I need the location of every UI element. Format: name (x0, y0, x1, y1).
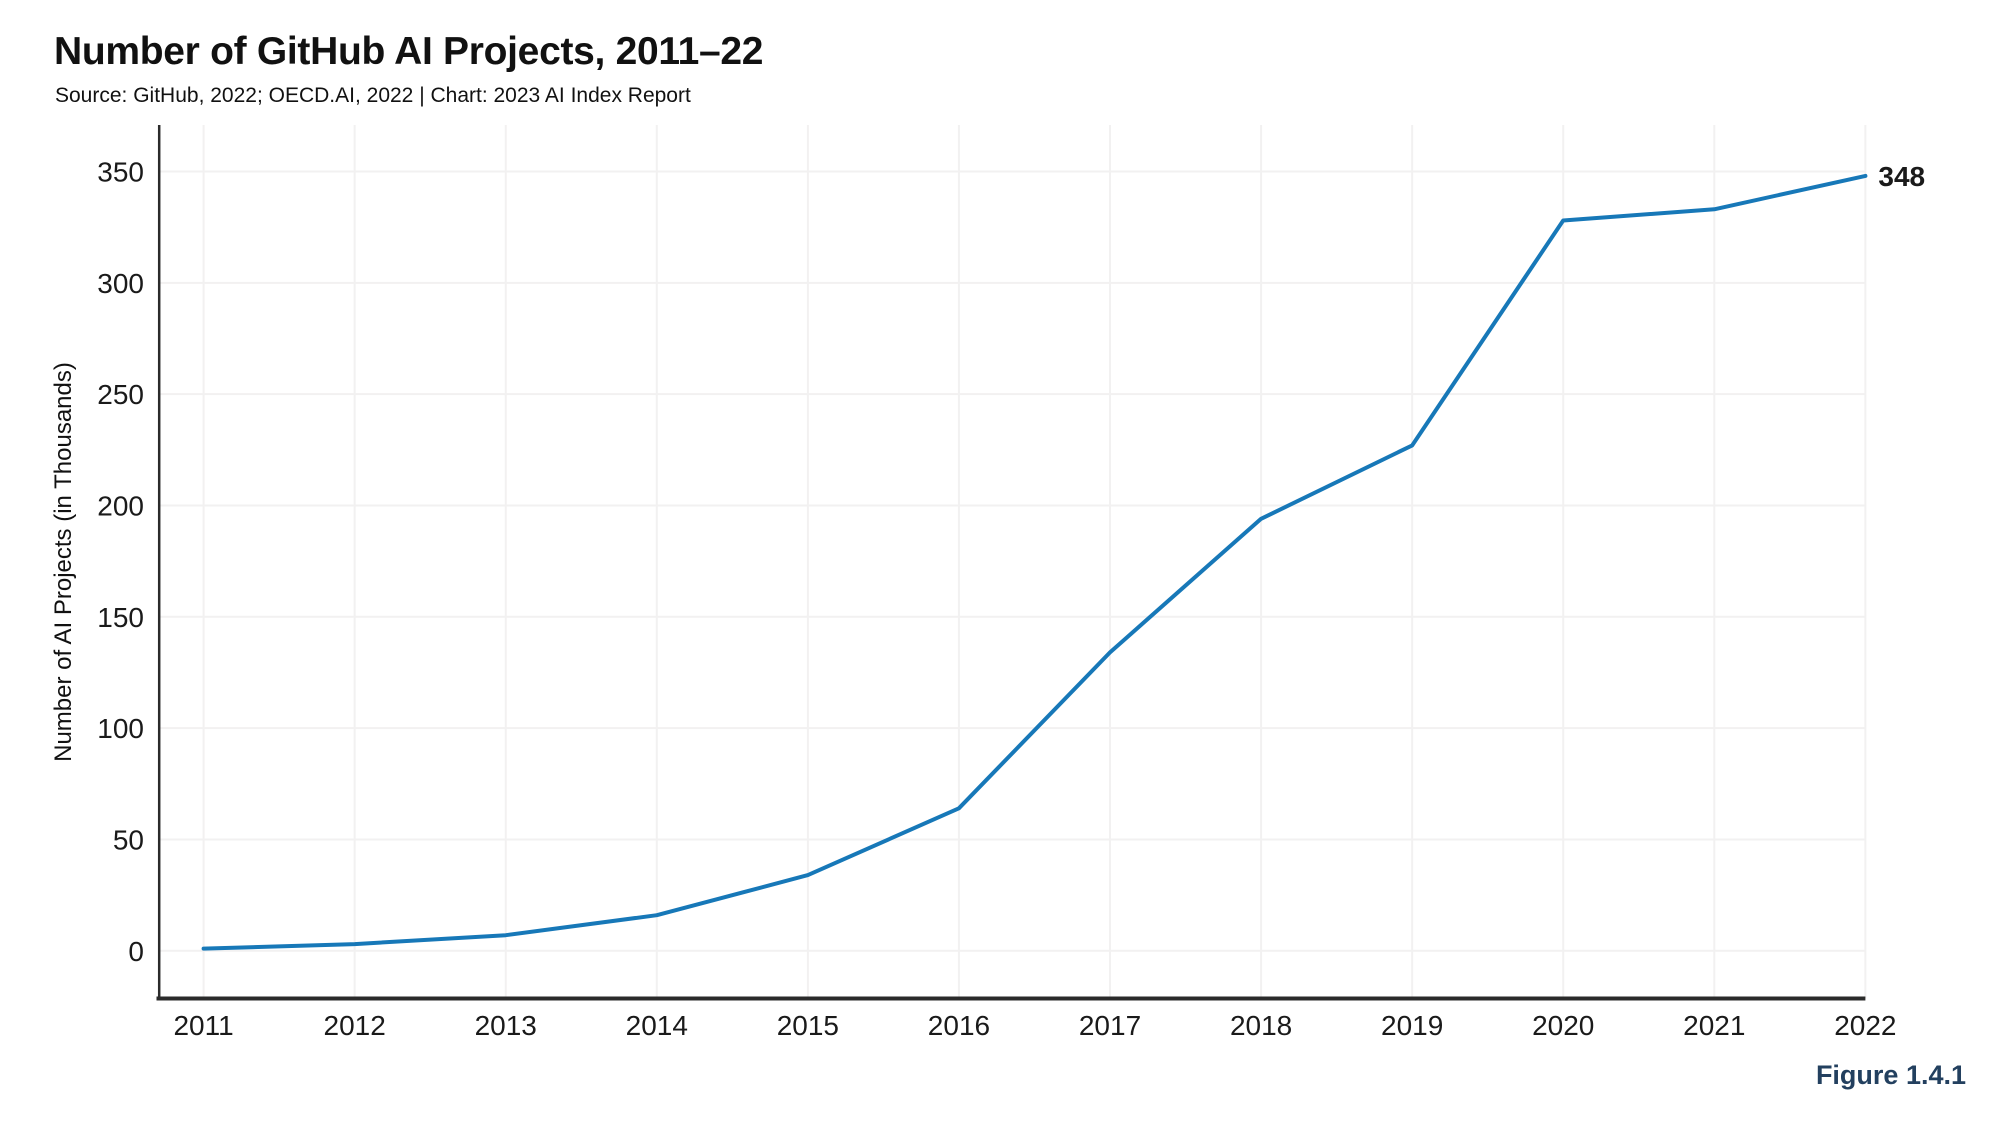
y-tick-label: 300 (97, 268, 144, 299)
figure-number: Figure 1.4.1 (1815, 1060, 1966, 1090)
y-tick-label: 0 (128, 936, 144, 967)
series-end-value-label: 348 (1878, 161, 1925, 192)
y-tick-label: 100 (97, 713, 144, 744)
x-tick-label: 2017 (1079, 1010, 1141, 1041)
x-tick-label: 2019 (1381, 1010, 1443, 1041)
x-tick-label: 2015 (777, 1010, 839, 1041)
y-tick-label: 150 (97, 602, 144, 633)
x-tick-label: 2012 (324, 1010, 386, 1041)
x-tick-label: 2020 (1532, 1010, 1594, 1041)
x-tick-label: 2013 (475, 1010, 537, 1041)
x-tick-label: 2014 (626, 1010, 688, 1041)
x-tick-label: 2018 (1230, 1010, 1292, 1041)
x-tick-label: 2022 (1834, 1010, 1896, 1041)
x-tick-label: 2021 (1683, 1010, 1745, 1041)
y-tick-label: 200 (97, 490, 144, 521)
chart-source: Source: GitHub, 2022; OECD.AI, 2022 | Ch… (55, 84, 691, 107)
x-tick-label: 2011 (173, 1010, 233, 1041)
y-tick-label: 50 (113, 824, 144, 855)
x-tick-label: 2016 (928, 1010, 990, 1041)
series-line (201, 173, 1868, 951)
chart-title: Number of GitHub AI Projects, 2011–22 (54, 30, 764, 73)
y-tick-label: 350 (97, 156, 144, 187)
y-tick-label: 250 (97, 379, 144, 410)
